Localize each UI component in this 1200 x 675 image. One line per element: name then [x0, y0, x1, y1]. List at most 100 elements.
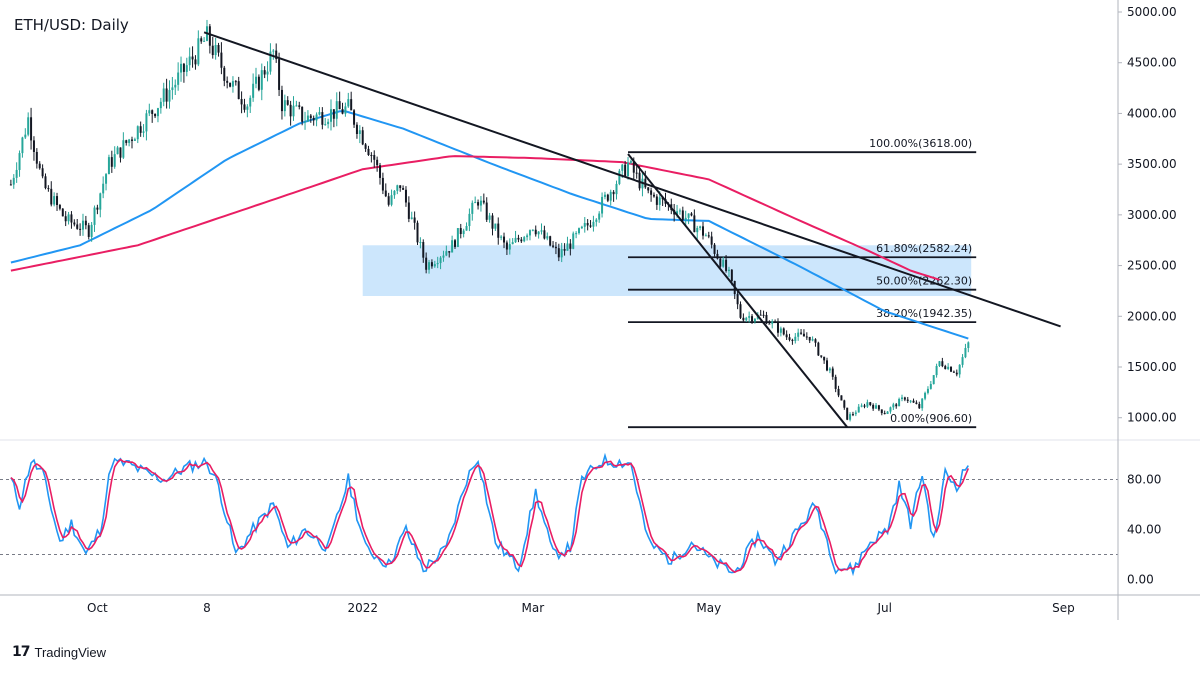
candle-body: [961, 357, 964, 365]
candle-body: [739, 304, 742, 318]
candle-body: [105, 174, 108, 184]
candle-body: [67, 214, 70, 222]
support-zone-rect: [362, 245, 972, 296]
tradingview-brand[interactable]: 17 TradingView: [12, 644, 106, 660]
candle-body: [263, 70, 266, 75]
candle-body: [428, 262, 431, 270]
stoch-tick-label: 80.00: [1127, 473, 1161, 487]
candle-body: [886, 411, 889, 415]
candle-body: [174, 84, 177, 88]
candle-body: [182, 63, 185, 72]
candle-body: [468, 213, 471, 227]
candle-body: [546, 236, 549, 239]
candle-body: [384, 190, 387, 197]
candle-body: [125, 140, 128, 143]
candle-body: [785, 334, 788, 338]
candle-body: [338, 101, 341, 110]
candle-body: [932, 375, 935, 385]
candle-body: [580, 226, 583, 229]
candle-body: [329, 109, 332, 122]
candle-body: [912, 400, 915, 403]
candle-body: [485, 202, 488, 220]
candle-body: [9, 184, 12, 186]
candle-body: [678, 210, 681, 212]
candle-body: [200, 38, 203, 42]
candle-body: [246, 106, 249, 110]
candle-body: [505, 242, 508, 250]
candle-body: [906, 399, 909, 401]
candle-body: [554, 246, 557, 249]
price-tick-label: 4000.00: [1127, 106, 1177, 120]
candle-body: [713, 244, 716, 254]
fib-level-label: 0.00%(906.60): [890, 412, 972, 425]
candle-body: [18, 153, 21, 170]
candle-body: [154, 113, 157, 117]
candle-body: [508, 244, 511, 250]
candle-body: [500, 236, 503, 238]
candle-body: [491, 215, 494, 229]
candle-body: [552, 245, 555, 247]
time-tick-label: 8: [203, 601, 211, 615]
candle-body: [860, 405, 863, 407]
candle-body: [802, 333, 805, 337]
candle-body: [266, 71, 269, 75]
candle-body: [404, 189, 407, 203]
candle-body: [583, 223, 586, 227]
candle-body: [119, 147, 122, 158]
candle-body: [676, 211, 679, 215]
candle-body: [185, 65, 188, 72]
candle-body: [341, 109, 344, 114]
candle-body: [260, 70, 263, 90]
candle-body: [958, 364, 961, 375]
candle-body: [237, 81, 240, 100]
candle-body: [549, 236, 552, 246]
price-tick-label: 4500.00: [1127, 56, 1177, 70]
candle-body: [762, 314, 765, 316]
candle-body: [811, 339, 814, 341]
candle-body: [298, 105, 301, 107]
candle-body: [286, 100, 289, 105]
candle-body: [947, 366, 950, 370]
candle-body: [892, 404, 895, 408]
candle-body: [81, 220, 84, 230]
candle-body: [929, 384, 932, 389]
candle-body: [445, 251, 448, 256]
candle-body: [586, 223, 589, 226]
candle-body: [523, 237, 526, 242]
candle-body: [252, 83, 255, 98]
candle-body: [145, 113, 148, 132]
candle-body: [875, 405, 878, 409]
price-tick-label: 2000.00: [1127, 309, 1177, 323]
candle-body: [851, 414, 854, 416]
candle-body: [344, 106, 347, 114]
candle-body: [730, 269, 733, 282]
candle-body: [941, 361, 944, 367]
candle-body: [618, 170, 621, 184]
candle-body: [194, 59, 197, 65]
candle-body: [64, 216, 67, 222]
candle-body: [425, 257, 428, 270]
candle-body: [655, 196, 658, 205]
grid: [0, 439, 1200, 555]
candle-body: [488, 215, 491, 220]
candle-body: [50, 188, 53, 205]
price-tick-label: 2500.00: [1127, 259, 1177, 273]
candle-body: [353, 110, 356, 125]
candle-body: [231, 81, 234, 87]
candle-body: [416, 222, 419, 243]
axes: 5000.00 4500.00 4000.00 3500.00 3000.00 2500.…: [0, 0, 1200, 620]
candle-body: [736, 294, 739, 305]
candle-body: [603, 194, 606, 197]
sma-200-line: [10, 155, 940, 281]
price-tick-label: 1500.00: [1127, 360, 1177, 374]
stoch-k-line: [10, 452, 969, 577]
candle-body: [191, 56, 194, 60]
candle-body: [226, 80, 229, 83]
candle-body: [84, 220, 87, 226]
moving-averages: [10, 110, 969, 340]
candle-body: [690, 213, 693, 216]
candle-body: [794, 336, 797, 341]
candle-body: [540, 230, 543, 232]
candle-body: [696, 227, 699, 233]
candle-body: [834, 376, 837, 389]
